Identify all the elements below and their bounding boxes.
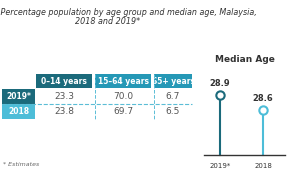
Text: 0–14 years: 0–14 years [41,77,87,85]
Text: 69.7: 69.7 [113,107,133,116]
Text: 15–64 years: 15–64 years [98,77,149,85]
Text: 6.7: 6.7 [166,92,180,101]
Bar [95,74,151,88]
Text: 65+ years: 65+ years [151,77,195,85]
Text: * Estimates: * Estimates [3,162,39,167]
Text: 2018: 2018 [8,107,29,116]
Text: 28.6: 28.6 [253,94,273,103]
Text: 2018 and 2019*: 2018 and 2019* [75,17,141,26]
Bar [2,89,35,104]
Text: 23.3: 23.3 [54,92,74,101]
Text: 2019*: 2019* [209,163,231,169]
Text: Median Age: Median Age [214,56,275,64]
Text: Exhibit 2: Percentage population by age group and median age, Malaysia,: Exhibit 2: Percentage population by age … [0,8,256,17]
Text: 2019*: 2019* [6,92,31,101]
Bar [2,104,35,119]
Text: 23.8: 23.8 [54,107,74,116]
Bar [36,74,92,88]
Text: 70.0: 70.0 [113,92,133,101]
Text: 28.9: 28.9 [210,79,230,88]
Text: 2018: 2018 [254,163,272,169]
Bar [154,74,192,88]
Text: 6.5: 6.5 [166,107,180,116]
